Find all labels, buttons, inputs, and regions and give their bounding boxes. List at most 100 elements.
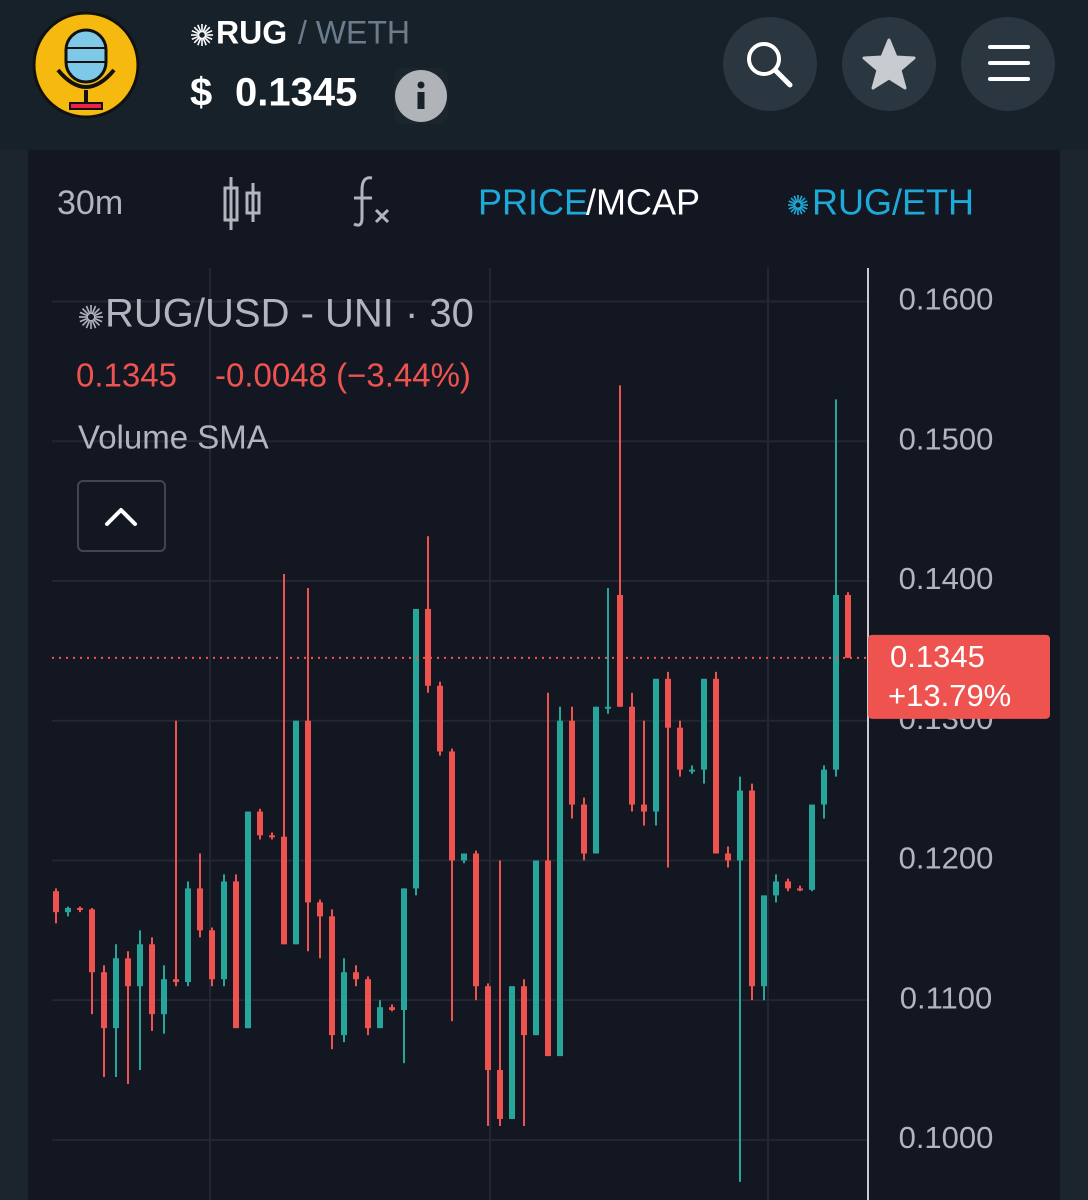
- candle-body: [761, 895, 767, 987]
- candle-body: [389, 1007, 395, 1010]
- collapse-button[interactable]: [77, 480, 166, 552]
- y-tick-label: 0.1400: [899, 561, 994, 596]
- legend-close: 0.1345: [76, 357, 177, 394]
- burst-ray: [93, 311, 103, 317]
- candle-body: [413, 608, 419, 889]
- burst-ray: [85, 305, 91, 315]
- burst-ray: [790, 206, 797, 213]
- candle-body: [65, 907, 71, 913]
- token-logo[interactable]: [32, 11, 140, 119]
- candle-body: [737, 790, 743, 861]
- candle-body: [113, 958, 119, 1029]
- candle-body: [401, 888, 407, 1010]
- base-symbol: RUG: [216, 14, 287, 50]
- candle-body: [125, 958, 131, 987]
- favorite-button[interactable]: [842, 17, 936, 111]
- candle-body: [245, 811, 251, 1029]
- candle-body: [833, 594, 839, 770]
- burst-ray: [202, 24, 207, 33]
- candle-body: [149, 944, 155, 1015]
- candle-body: [281, 836, 287, 945]
- candle-body: [137, 944, 143, 987]
- burst-ray: [91, 305, 97, 315]
- last-change-label: +13.79%: [888, 678, 1011, 713]
- menu-button[interactable]: [961, 17, 1055, 111]
- indicator-label: Volume SMA: [78, 419, 269, 456]
- burst-ray: [85, 319, 91, 329]
- candle-body: [665, 678, 671, 728]
- burst-ray: [799, 197, 806, 204]
- burst-ray: [202, 37, 207, 46]
- quote-symbol: / WETH: [298, 14, 410, 50]
- burst-ray: [788, 205, 796, 210]
- candle-body: [605, 706, 611, 709]
- candle-body: [473, 853, 479, 987]
- chart-title: RUG/USD - UNI · 30: [105, 292, 474, 336]
- candle-body: [641, 804, 647, 812]
- candle-body: [521, 986, 527, 1036]
- candle-body: [689, 769, 695, 772]
- y-tick-label: 0.1000: [899, 1120, 994, 1155]
- candle-body: [677, 727, 683, 770]
- search-button[interactable]: [723, 17, 817, 111]
- candle-body: [209, 930, 215, 980]
- burst-ray: [203, 26, 211, 34]
- candle-body: [449, 751, 455, 861]
- candle-body: [785, 881, 791, 889]
- burst-ray: [191, 35, 200, 40]
- header-price: 0.1345: [235, 71, 357, 115]
- burst-ray: [92, 318, 101, 327]
- burst-ray: [203, 36, 211, 44]
- candle-body: [233, 881, 239, 1029]
- burst-ray: [93, 317, 103, 323]
- interval-button[interactable]: 30m: [57, 184, 123, 222]
- legend-change: -0.0048 (−3.44%): [215, 357, 471, 394]
- burst-ray: [800, 200, 808, 205]
- candle-body: [101, 972, 107, 1029]
- burst-ray: [79, 317, 89, 323]
- candle-body: [89, 909, 95, 973]
- candle-body: [773, 881, 779, 896]
- candle-body: [485, 986, 491, 1071]
- burst-ray: [193, 36, 201, 44]
- candle-body: [545, 860, 551, 1057]
- burst-ray: [793, 195, 798, 203]
- burst-ray: [79, 311, 89, 317]
- candle-body: [161, 979, 167, 1015]
- candle-body: [533, 860, 539, 1036]
- candle-body: [221, 881, 227, 980]
- candle-body: [569, 720, 575, 805]
- candle-body: [797, 888, 803, 891]
- y-tick-label: 0.1100: [900, 980, 993, 1015]
- y-tick-label: 0.1500: [899, 421, 994, 456]
- indicators-button[interactable]: [353, 176, 390, 227]
- burst-ray: [204, 35, 213, 40]
- info-button[interactable]: [394, 68, 448, 124]
- burst-ray: [197, 24, 202, 33]
- candle-body: [701, 678, 707, 770]
- burst-ray: [788, 200, 796, 205]
- candle-body: [653, 678, 659, 812]
- candle-body: [713, 678, 719, 854]
- candle-body: [593, 706, 599, 854]
- mcap-toggle[interactable]: /MCAP: [586, 182, 700, 223]
- candle-body: [725, 853, 731, 861]
- chart: 0.10000.11000.12000.13000.14000.15000.16…: [52, 268, 1050, 1200]
- price-toggle[interactable]: PRICE: [478, 182, 588, 223]
- candle-body: [377, 1007, 383, 1029]
- chart-type-button[interactable]: [223, 177, 261, 230]
- collapse-chevron: [105, 508, 137, 526]
- burst-ray: [798, 207, 803, 215]
- candle-body: [821, 769, 827, 805]
- burst-ray: [197, 37, 202, 46]
- candle-body: [293, 720, 299, 945]
- candle-body: [617, 594, 623, 707]
- burst-ray: [799, 206, 806, 213]
- candle-body: [341, 972, 347, 1036]
- pair-toggle[interactable]: RUG/ETH: [812, 182, 974, 223]
- candle-body: [77, 907, 83, 910]
- candle-body: [329, 916, 335, 1036]
- last-price-tag: [868, 634, 1050, 719]
- y-tick-label: 0.1600: [899, 282, 994, 317]
